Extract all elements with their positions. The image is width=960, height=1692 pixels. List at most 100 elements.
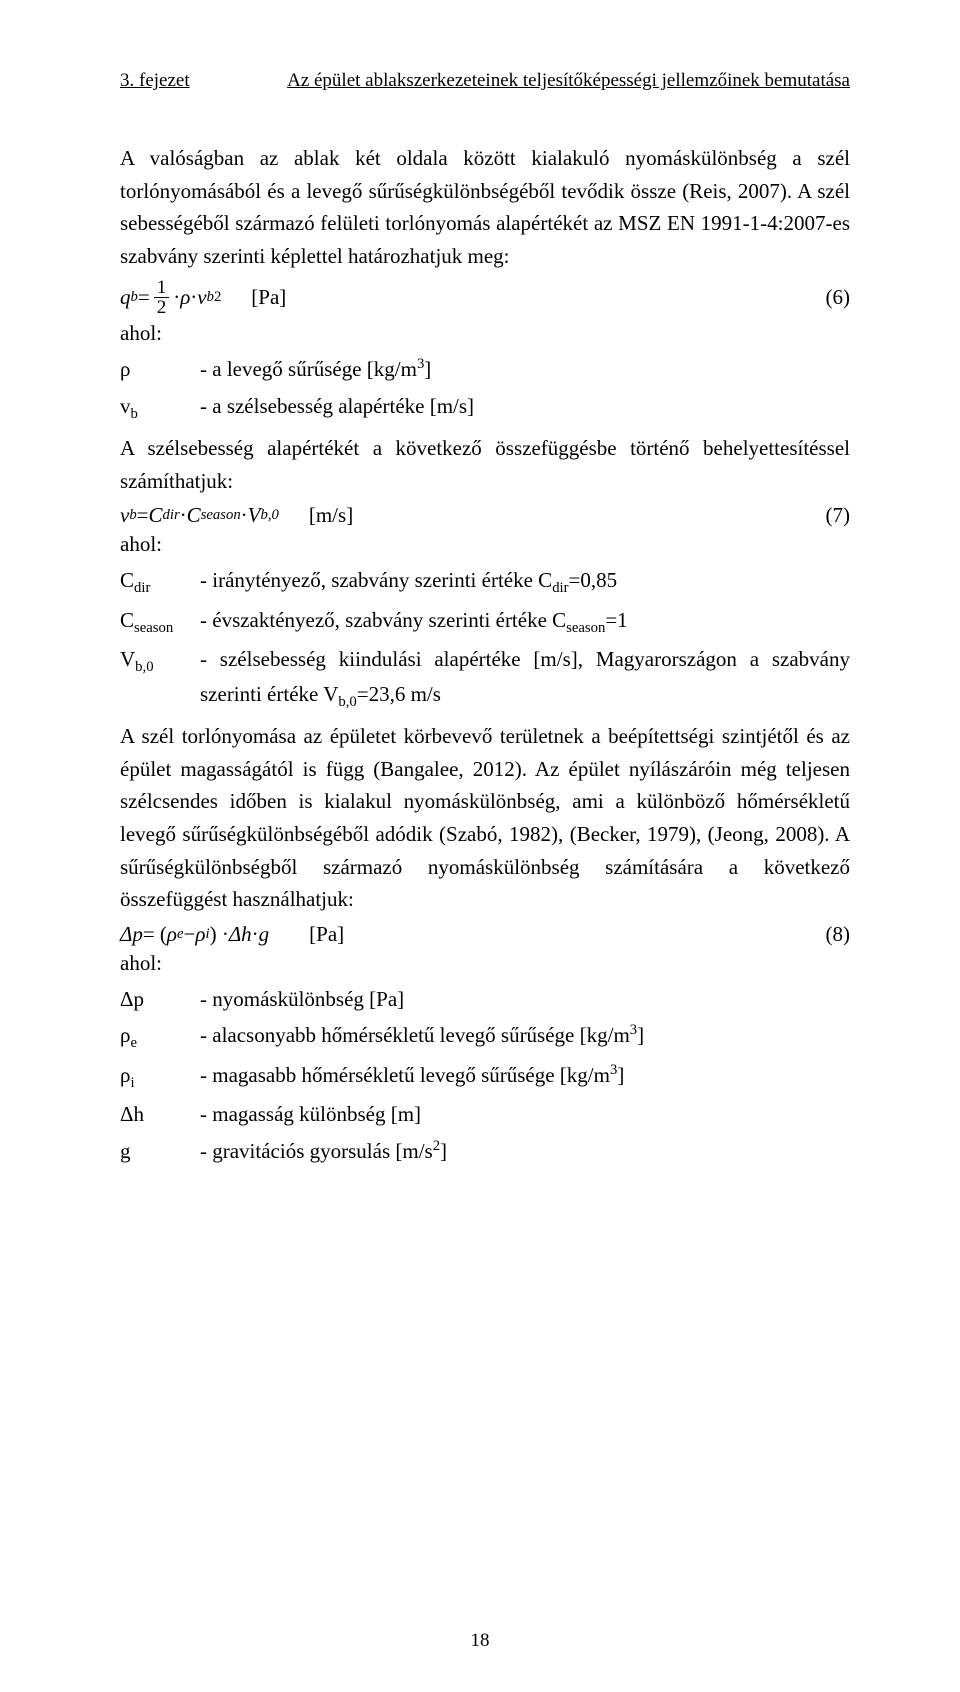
defs-7: Cdir - iránytényező, szabvány szerinti é… [120,563,850,714]
def7-vb0-txt-b: =23,6 m/s [357,682,441,706]
eq8-close: ) · [210,922,229,947]
def7-vb0-txt-sub: b,0 [338,694,356,710]
eq8-unit: [Pa] [309,922,344,947]
eq6-v-sup: 2 [214,289,221,306]
def6-vb-txt: - a szélsebesség alapértéke [m/s] [200,389,850,426]
def8-dh-txt: - magasság különbség [m] [200,1097,850,1132]
def8-rhoi-sym-sub: i [130,1075,134,1091]
def6-rho-txt-a: - a levegő sűrűsége [kg/m [200,357,417,381]
def8-rhoi-sym: ρi [120,1058,200,1095]
eq7-v-sub: b [129,507,136,524]
eq7-C2-sub: season [201,507,241,524]
eq7-V-sub: b,0 [261,507,279,524]
def6-vb-sym-sub: b [131,406,138,422]
page-number: 18 [0,1630,960,1652]
eq7-dot2: · [241,503,248,528]
def7-cdir-sym-a: C [120,568,134,592]
eq8-dp: Δp [120,922,143,947]
eq7-v: v [120,503,129,528]
eq7-unit: [m/s] [309,503,353,528]
def6-vb-sym: vb [120,389,200,426]
def7-cdir-txt-b: =0,85 [569,568,618,592]
eq7-number: (7) [826,503,851,528]
eq7-eq: = [137,503,149,528]
def8-rhoe-sym: ρe [120,1018,200,1055]
def7-cdir-sym-sub: dir [134,581,150,597]
eq8-rho-i: ρ [195,922,205,947]
defs-6: ρ - a levegő sűrűsége [kg/m3] vb - a szé… [120,352,850,426]
equation-6: qb = 1 2 · ρ · vb2 [Pa] (6) [120,278,850,317]
def7-cseason-txt-sub: season [566,620,605,636]
page-header: 3. fejezet Az épület ablakszerkezeteinek… [120,70,850,92]
def8-rhoe-txt-a: - alacsonyabb hőmérsékletű levegő sűrűsé… [200,1023,630,1047]
eq6-frac-den: 2 [154,298,170,317]
eq6-frac-num: 1 [154,278,170,298]
def8-rhoi-txt: - magasabb hőmérsékletű levegő sűrűsége … [200,1058,850,1095]
def7-cseason-sym-sub: season [134,620,173,636]
def7-cseason-txt-b: =1 [605,608,627,632]
eq8-rho-e: ρ [167,922,177,947]
def7-cdir-sym: Cdir [120,563,200,600]
eq6-number: (6) [826,285,851,310]
def8-dp-txt: - nyomáskülönbség [Pa] [200,982,850,1017]
eq8-eq: = ( [143,922,167,947]
eq6-unit: [Pa] [251,285,286,310]
def7-cseason-txt: - évszaktényező, szabvány szerinti érték… [200,603,850,640]
def8-rhoe-sym-a: ρ [120,1023,130,1047]
def7-vb0-txt: - szélsebesség kiindulási alapértéke [m/… [200,642,850,714]
where-7: ahol: [120,532,850,557]
def7-cdir-txt-sub: dir [552,581,568,597]
eq6-v: v [197,285,206,310]
def7-cseason-sym-a: C [120,608,134,632]
def8-g-txt-sup: 2 [433,1138,440,1154]
defs-8: Δp - nyomáskülönbség [Pa] ρe - alacsonya… [120,982,850,1169]
def7-cseason-sym: Cseason [120,603,200,640]
eq6-rho: ρ [180,285,190,310]
def8-rhoi-sym-a: ρ [120,1063,130,1087]
eq7-C2: C [187,503,201,528]
def8-g-txt-b: ] [440,1139,447,1163]
def7-cdir-txt-a: - iránytényező, szabvány szerinti értéke… [200,568,552,592]
def7-cdir-txt: - iránytényező, szabvány szerinti értéke… [200,563,850,600]
def8-rhoi-txt-b: ] [617,1063,624,1087]
def7-vb0-txt-a: - szélsebesség kiindulási alapértéke [m/… [200,647,850,706]
equation-7: vb = Cdir · Cseason · Vb,0 [m/s] (7) [120,503,850,528]
header-left: 3. fejezet [120,70,190,92]
def8-rhoi-txt-a: - magasabb hőmérsékletű levegő sűrűsége … [200,1063,610,1087]
eq7-C1-sub: dir [163,507,180,524]
eq6-lhs-sub: b [131,289,138,306]
def8-rhoe-txt: - alacsonyabb hőmérsékletű levegő sűrűsé… [200,1018,850,1055]
eq8-minus: − [184,922,196,947]
eq6-frac: 1 2 [154,278,170,317]
def6-rho-sym: ρ [120,352,200,387]
eq7-V: V [248,503,261,528]
page: 3. fejezet Az épület ablakszerkezeteinek… [0,0,960,1692]
def7-vb0-sym-sub: b,0 [135,659,153,675]
where-8: ahol: [120,951,850,976]
where-6: ahol: [120,321,850,346]
def7-vb0-sym-a: V [120,647,135,671]
def6-vb-sym-a: v [120,394,131,418]
eq8-dot: · [252,922,259,947]
paragraph-2: A szélsebesség alapértékét a következő ö… [120,432,850,497]
def7-vb0-sym: Vb,0 [120,642,200,714]
def8-rhoe-txt-b: ] [637,1023,644,1047]
def8-dp-sym: Δp [120,982,200,1017]
eq7-C1: C [149,503,163,528]
def8-g-txt-a: - gravitációs gyorsulás [m/s [200,1139,433,1163]
eq8-number: (8) [826,922,851,947]
def6-rho-txt-b: ] [424,357,431,381]
eq6-eq: = [138,285,150,310]
eq7-dot1: · [180,503,187,528]
eq6-dot2: · [190,285,197,310]
paragraph-3: A szél torlónyomása az épületet körbevev… [120,720,850,915]
eq8-dh: Δh [229,922,252,947]
eq6-lhs: q [120,285,131,310]
eq8-g: g [259,922,270,947]
header-right: Az épület ablakszerkezeteinek teljesítők… [287,70,850,92]
def6-rho-txt: - a levegő sűrűsége [kg/m3] [200,352,850,387]
paragraph-1: A valóságban az ablak két oldala között … [120,142,850,272]
def8-g-txt: - gravitációs gyorsulás [m/s2] [200,1134,850,1169]
def8-dh-sym: Δh [120,1097,200,1132]
equation-8: Δp = ( ρe − ρi ) · Δh · g [Pa] (8) [120,922,850,947]
